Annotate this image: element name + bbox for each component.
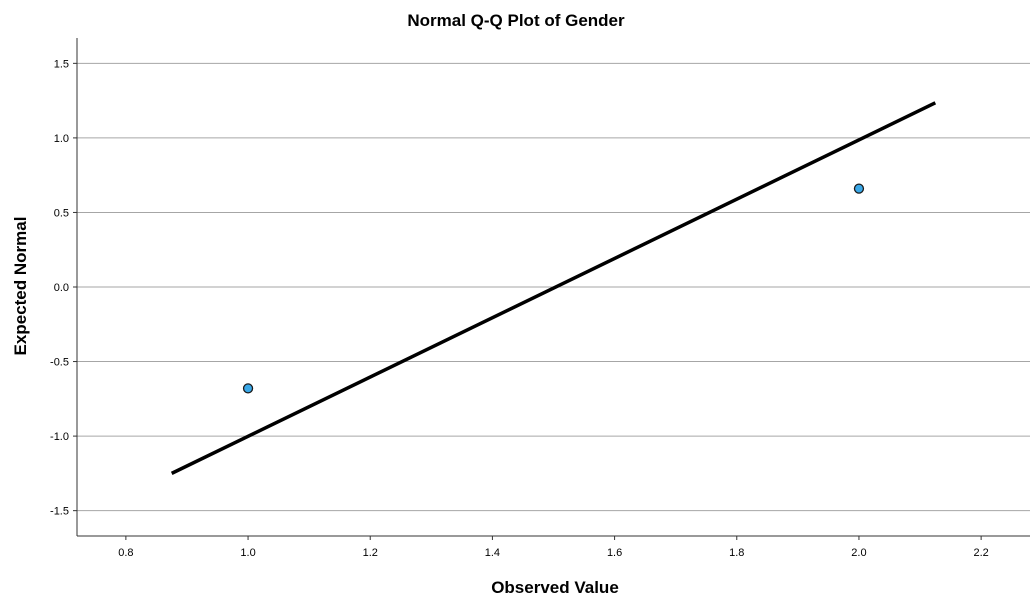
y-tick-label-6: -1.5 [50, 506, 69, 518]
y-axis-label: Expected Normal [11, 217, 30, 356]
x-axis-ticks: 0.8 1.0 1.2 1.4 1.6 1.8 2.0 2.2 [118, 536, 989, 559]
x-tick-label-2: 1.2 [363, 547, 378, 559]
x-tick-label-3: 1.4 [485, 547, 500, 559]
y-axis-ticks: 1.5 1.0 0.5 0.0 -0.5 -1.0 -1.5 [50, 58, 77, 518]
y-tick-label-4: -0.5 [50, 357, 69, 369]
y-tick-label-1: 1.0 [54, 133, 69, 145]
gridlines [77, 62, 1030, 512]
x-tick-label-6: 2.0 [851, 547, 866, 559]
y-tick-label-2: 0.5 [54, 207, 69, 219]
data-points [242, 183, 865, 394]
data-point-1 [853, 183, 865, 194]
x-tick-label-7: 2.2 [973, 547, 988, 559]
x-tick-label-4: 1.6 [607, 547, 622, 559]
x-tick-label-5: 1.8 [729, 547, 744, 559]
y-tick-label-5: -1.0 [50, 431, 69, 443]
y-tick-label-3: 0.0 [54, 282, 69, 294]
reference-line-group [170, 101, 937, 475]
y-tick-label-0: 1.5 [54, 58, 69, 70]
data-point-0 [242, 383, 254, 394]
reference-line [170, 101, 937, 475]
x-tick-label-1: 1.0 [240, 547, 255, 559]
chart-title: Normal Q-Q Plot of Gender [407, 11, 625, 30]
x-axis-label: Observed Value [491, 578, 619, 597]
x-tick-label-0: 0.8 [118, 547, 133, 559]
